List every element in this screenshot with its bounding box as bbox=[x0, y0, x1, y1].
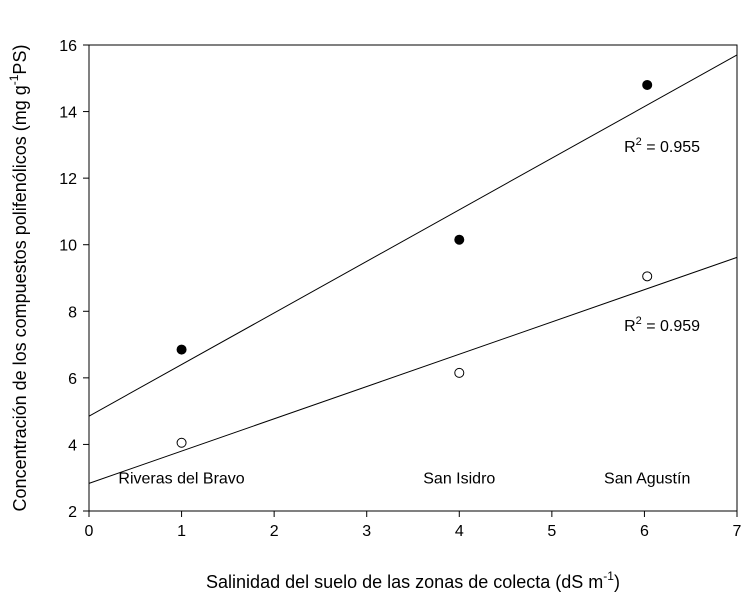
x-tick-label: 3 bbox=[362, 523, 371, 540]
data-point-series-1 bbox=[454, 234, 465, 245]
x-axis-title: Salinidad del suelo de las zonas de cole… bbox=[206, 569, 620, 592]
plot-frame bbox=[88, 44, 738, 512]
y-tick-label: 4 bbox=[68, 437, 77, 454]
x-tick-label: 0 bbox=[85, 523, 94, 540]
y-tick-label: 12 bbox=[59, 171, 77, 188]
r2-label-series-2: R2 = 0.959 bbox=[624, 315, 700, 335]
data-point-series-1 bbox=[176, 344, 187, 355]
r2-label-series-1: R2 = 0.955 bbox=[624, 136, 700, 156]
x-tick-label: 1 bbox=[177, 523, 186, 540]
x-tick-label: 4 bbox=[455, 523, 464, 540]
x-tick-label: 5 bbox=[547, 523, 556, 540]
x-tick-label: 2 bbox=[270, 523, 279, 540]
data-points bbox=[176, 79, 653, 448]
data-point-series-2 bbox=[454, 367, 465, 378]
annotations: R2 = 0.955 R2 = 0.959 Riveras del Bravo San… bbox=[118, 136, 700, 488]
data-point-series-2 bbox=[176, 437, 187, 448]
data-point-series-2 bbox=[642, 271, 653, 282]
fit-line-series-1 bbox=[88, 54, 738, 417]
site-label: San Isidro bbox=[423, 471, 495, 488]
site-label: San Agustín bbox=[604, 471, 690, 488]
data-point-series-1 bbox=[642, 79, 653, 90]
y-tick-label: 16 bbox=[59, 38, 77, 55]
site-label: Riveras del Bravo bbox=[118, 471, 244, 488]
fit-line-series-2 bbox=[88, 256, 738, 484]
x-tick-label: 7 bbox=[733, 523, 742, 540]
x-tick-label: 6 bbox=[640, 523, 649, 540]
fit-lines bbox=[88, 54, 738, 484]
y-tick-label: 14 bbox=[59, 105, 77, 122]
y-tick-label: 8 bbox=[68, 304, 77, 321]
y-tick-label: 6 bbox=[68, 371, 77, 388]
y-tick-label: 2 bbox=[68, 504, 77, 521]
y-axis-title: Concentración de los compuestos polifenó… bbox=[7, 45, 30, 512]
y-tick-label: 10 bbox=[59, 238, 77, 255]
